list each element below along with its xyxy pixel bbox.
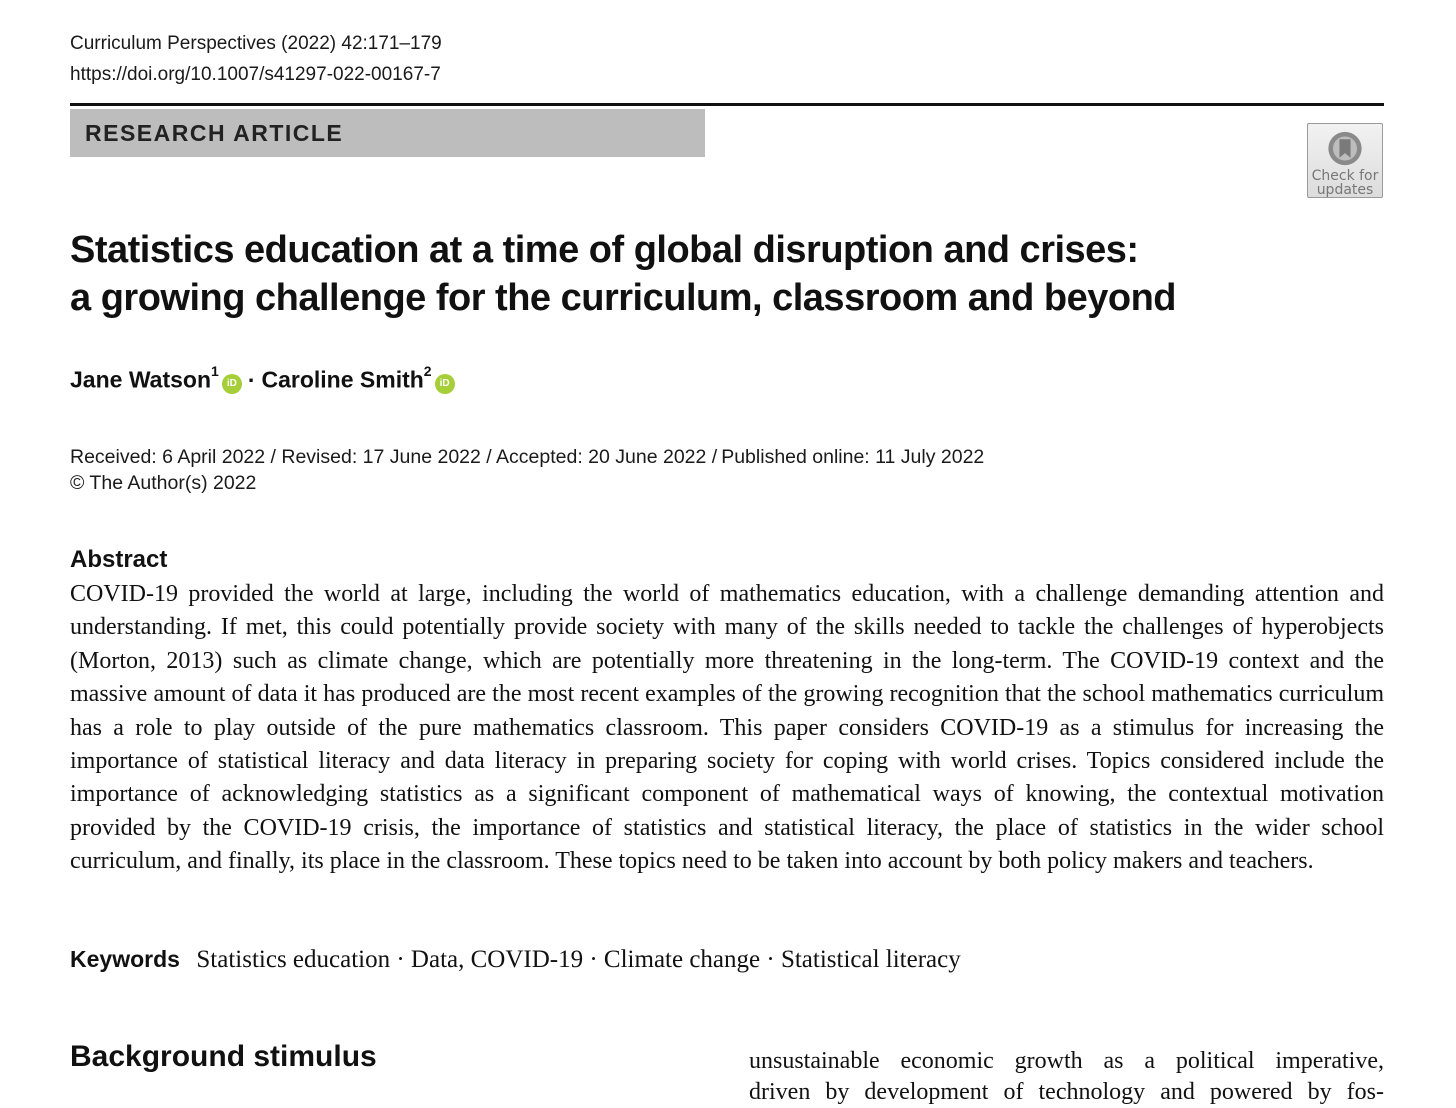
abstract-heading: Abstract xyxy=(70,546,168,573)
article-dates: Received: 6 April 2022 / Revised: 17 Jun… xyxy=(70,446,984,469)
author-affiliation: 2 xyxy=(423,363,432,379)
copyright-notice: © The Author(s) 2022 xyxy=(70,472,257,494)
badge-text-line1: Check for xyxy=(1311,168,1379,184)
article-title: Statistics education at a time of global… xyxy=(70,226,1270,322)
body-text-line: unsustainable economic growth as a polit… xyxy=(749,1048,1384,1074)
article-type-banner: RESEARCH ARTICLE xyxy=(70,109,705,157)
author-list: Jane Watson1iD · Caroline Smith2iD xyxy=(70,363,455,394)
doi-link[interactable]: https://doi.org/10.1007/s41297-022-00167… xyxy=(70,64,441,85)
author-name[interactable]: Jane Watson xyxy=(70,366,212,393)
section-heading: Background stimulus xyxy=(70,1040,377,1073)
keywords-line: Keywords Statistics education · Data, CO… xyxy=(70,946,961,974)
orcid-icon[interactable]: iD xyxy=(221,373,242,394)
title-line-1: Statistics education at a time of global… xyxy=(70,229,1139,271)
keywords-label: Keywords xyxy=(70,946,180,972)
title-line-2: a growing challenge for the curriculum, … xyxy=(70,277,1177,319)
check-for-updates-badge[interactable]: Check for updates xyxy=(1307,123,1383,198)
orcid-icon[interactable]: iD xyxy=(434,373,455,394)
bookmark-circle-icon xyxy=(1328,131,1362,166)
author-separator: · xyxy=(247,366,256,393)
published-online-date: Published online: 11 July 2022 xyxy=(721,446,985,468)
keywords-list: Statistics education · Data, COVID-19 · … xyxy=(196,946,961,973)
author-name[interactable]: Caroline Smith xyxy=(261,366,424,393)
date-history: Received: 6 April 2022 / Revised: 17 Jun… xyxy=(70,446,718,468)
author-affiliation: 1 xyxy=(211,363,219,379)
body-text-line: driven by development of technology and … xyxy=(749,1079,1384,1105)
badge-text-line2: updates xyxy=(1316,182,1374,198)
journal-citation: Curriculum Perspectives (2022) 42:171–17… xyxy=(70,33,442,54)
header-rule xyxy=(70,103,1384,106)
article-type-label: RESEARCH ARTICLE xyxy=(85,119,344,146)
abstract-text: COVID-19 provided the world at large, in… xyxy=(70,581,1384,875)
body-text-column: unsustainable economic growth as a polit… xyxy=(749,1046,1384,1108)
